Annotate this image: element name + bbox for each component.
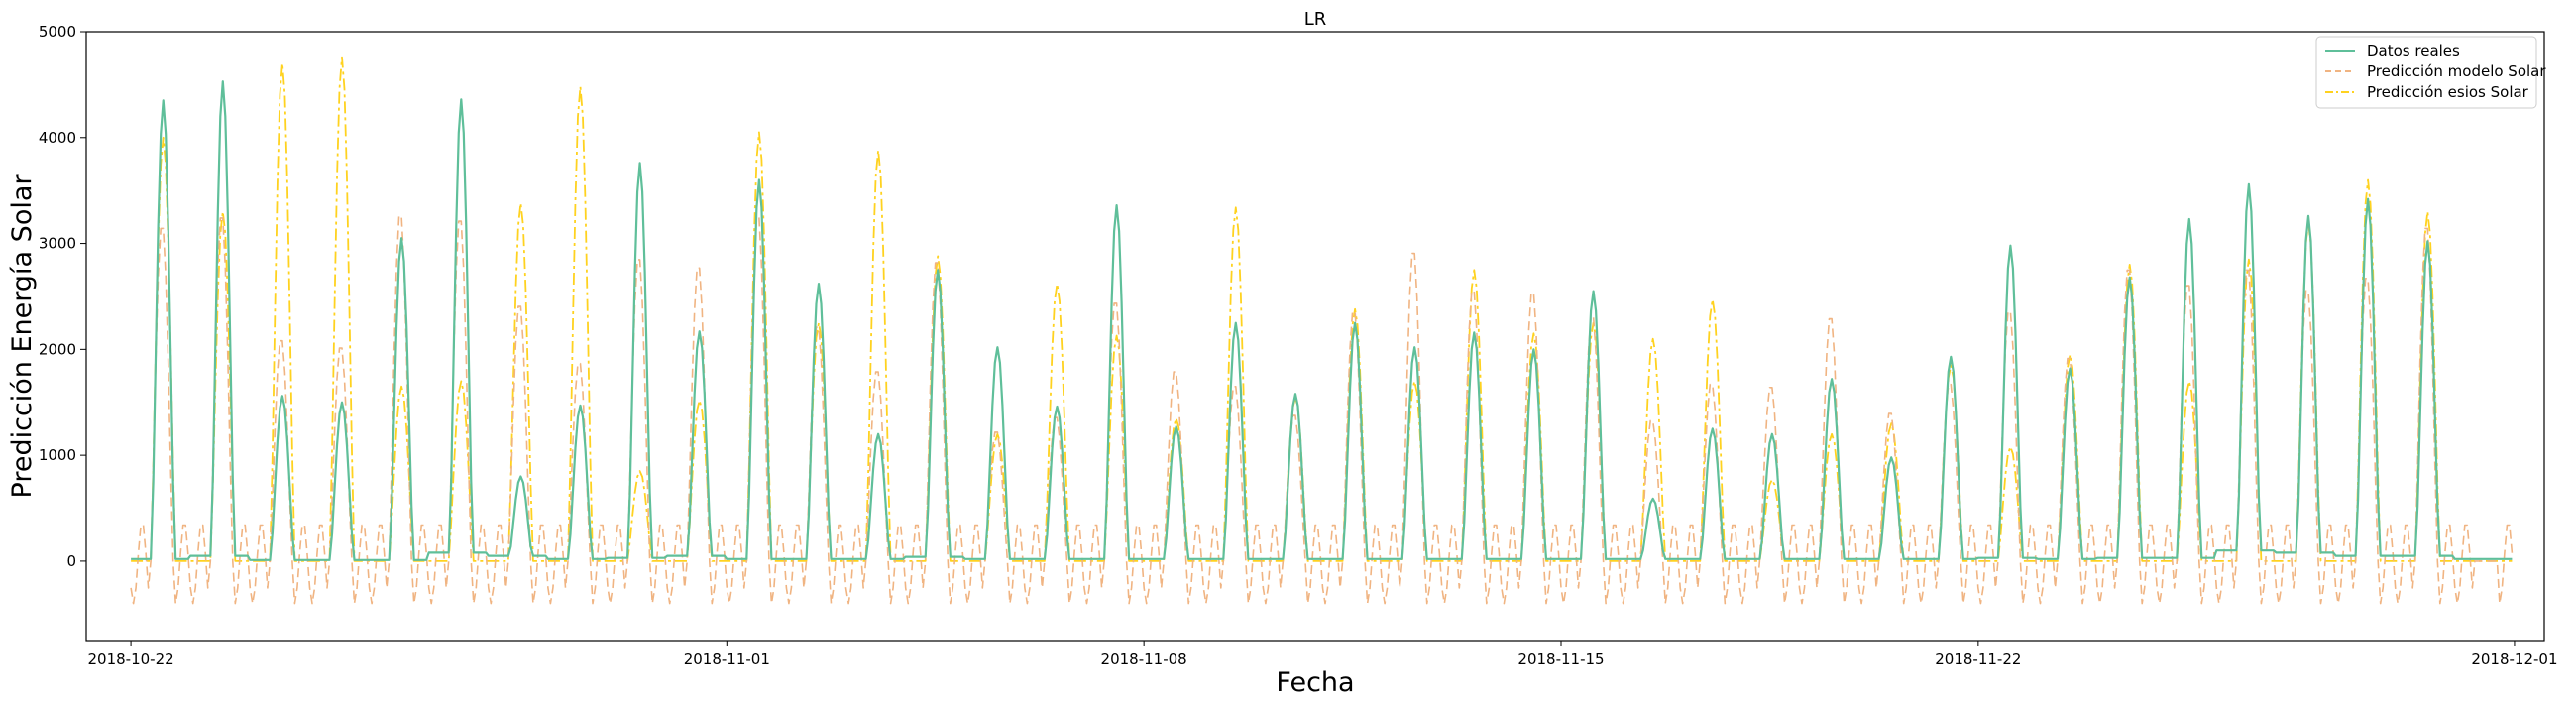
legend: Datos reales Predicción modelo Solar Predi… — [2315, 36, 2546, 109]
x-tick-label: 2018-11-08 — [1101, 650, 1187, 668]
series-line-0 — [131, 80, 2513, 561]
legend-label: Datos reales — [2367, 42, 2460, 59]
series-line-1 — [130, 215, 2514, 605]
y-tick-label: 0 — [66, 552, 76, 570]
x-tick-label: 2018-11-01 — [684, 650, 770, 668]
y-tick-label: 2000 — [39, 340, 76, 358]
chart-title: LR — [1304, 9, 1327, 30]
y-axis-ticks: 0 1000 2000 3000 4000 5000 — [39, 23, 86, 570]
y-tick-label: 4000 — [39, 129, 76, 147]
legend-box — [2315, 36, 2537, 109]
x-tick-label: 2018-11-22 — [1935, 650, 2021, 668]
plot-frame — [85, 31, 2545, 642]
y-tick-label: 1000 — [39, 446, 76, 464]
x-tick-label: 2018-11-15 — [1517, 650, 1604, 668]
x-tick-label: 2018-10-22 — [87, 650, 173, 668]
series-layer — [130, 56, 2514, 605]
series-line-2 — [131, 56, 2513, 562]
y-tick-label: 3000 — [39, 235, 76, 253]
x-axis-ticks: 2018-10-22 2018-11-01 2018-11-08 2018-11-15… — [87, 641, 2558, 668]
legend-label: Predicción esios Solar — [2367, 83, 2529, 101]
x-tick-label: 2018-12-01 — [2471, 650, 2557, 668]
y-tick-label: 5000 — [39, 23, 76, 41]
y-axis-label: Predicción Energía Solar — [7, 174, 38, 499]
x-axis-label: Fecha — [1276, 667, 1354, 698]
legend-label: Predicción modelo Solar — [2367, 62, 2546, 80]
